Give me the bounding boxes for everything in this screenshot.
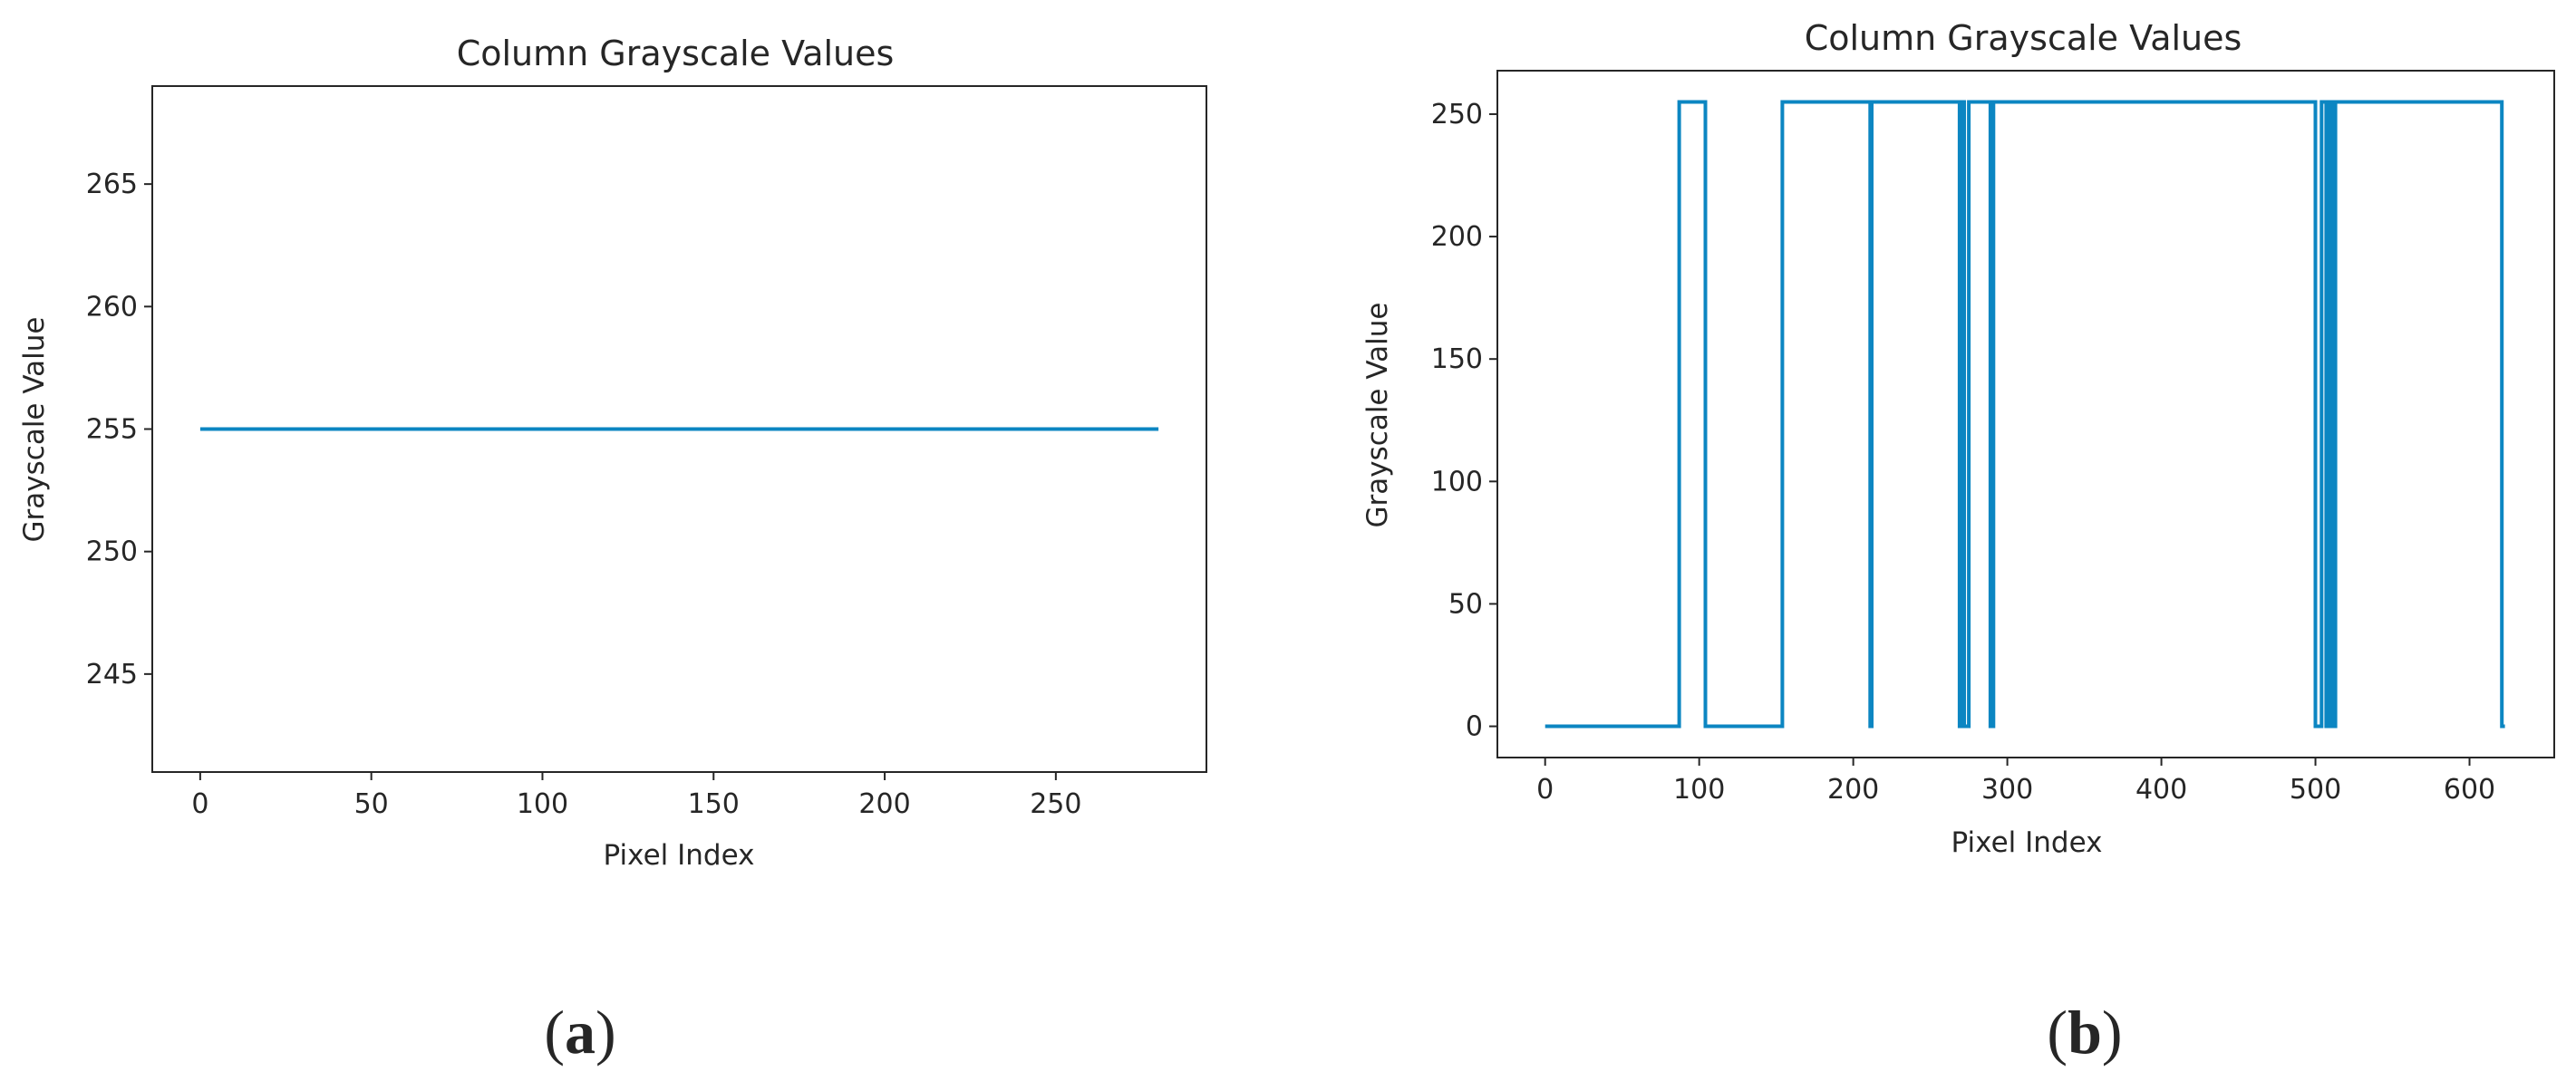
y-axis: 0 50 100 150 200 250 (1431, 99, 1497, 743)
x-tick-label: 200 (858, 788, 910, 820)
y-axis-label: Grayscale Value (18, 317, 51, 543)
caption-letter: b (2068, 998, 2102, 1067)
x-tick-label: 200 (1827, 774, 1879, 806)
axes-frame (1496, 70, 2555, 758)
x-tick-label: 100 (1673, 774, 1725, 806)
panel-caption-a: (a) (544, 998, 615, 1067)
chart-title: Column Grayscale Values (1805, 18, 2242, 58)
y-tick-label: 255 (86, 414, 138, 446)
chart-title: Column Grayscale Values (457, 34, 895, 73)
x-tick-label: 0 (191, 788, 208, 820)
x-tick-label: 500 (2290, 774, 2341, 806)
y-tick-label: 150 (1431, 343, 1483, 375)
panel-caption-b: (b) (2047, 998, 2122, 1067)
y-tick-label: 0 (1466, 711, 1483, 743)
x-tick-label: 400 (2135, 774, 2187, 806)
y-tick-label: 100 (1431, 466, 1483, 497)
y-axis: 245 250 255 260 265 (86, 169, 152, 690)
x-tick-label: 50 (354, 788, 389, 820)
axes-frame (151, 85, 1207, 773)
x-axis: 0 50 100 150 200 250 (191, 772, 1081, 820)
x-tick-label: 600 (2444, 774, 2495, 806)
x-axis-label: Pixel Index (1951, 826, 2103, 859)
y-tick-label: 50 (1448, 588, 1483, 620)
x-tick-label: 0 (1536, 774, 1554, 806)
y-tick-label: 260 (86, 291, 138, 323)
x-tick-label: 250 (1030, 788, 1081, 820)
y-axis-label: Grayscale Value (1361, 303, 1394, 528)
y-tick-label: 265 (86, 169, 138, 200)
caption-letter: a (565, 998, 596, 1067)
x-tick-label: 100 (517, 788, 568, 820)
plot-area (1545, 100, 2505, 729)
x-axis-label: Pixel Index (604, 839, 755, 872)
chart-panel-b: Column Grayscale Values 050100150200250 … (1361, 18, 2555, 1067)
x-tick-label: 150 (688, 788, 740, 820)
y-tick-label: 250 (86, 536, 138, 568)
chart-panel-a: Column Grayscale Values 245250255260265 … (18, 34, 1207, 1067)
series-line (1545, 100, 2505, 729)
x-tick-label: 300 (1981, 774, 2033, 806)
x-axis: 0 100 200 300 400 500 600 (1536, 758, 2495, 806)
y-tick-label: 200 (1431, 221, 1483, 253)
y-tick-label: 250 (1431, 99, 1483, 130)
y-tick-label: 245 (86, 659, 138, 690)
